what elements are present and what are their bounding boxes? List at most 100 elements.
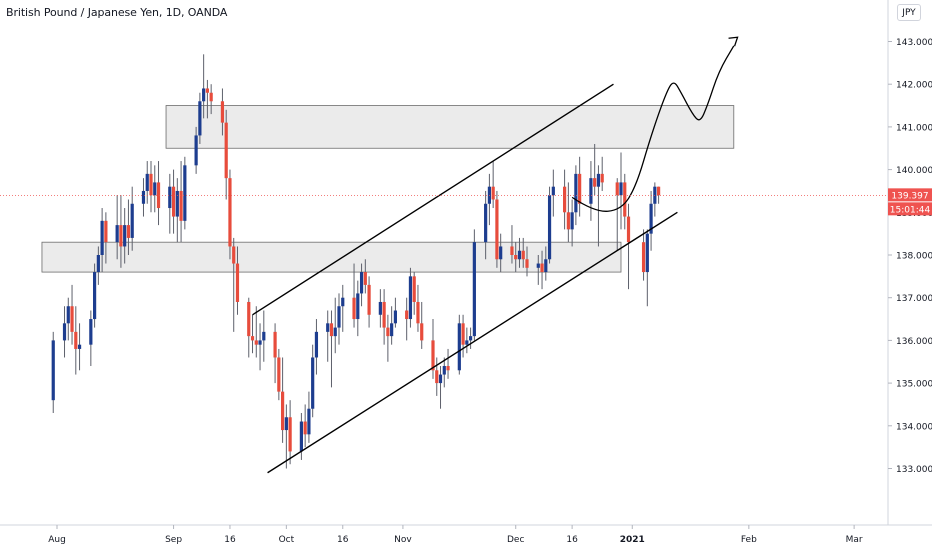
time-tick-label: Sep — [165, 535, 182, 545]
candles-layer — [51, 54, 661, 469]
time-tick-label: 16 — [337, 535, 349, 545]
candle-body — [525, 259, 529, 268]
candle-body — [446, 366, 450, 371]
candle-body — [262, 331, 266, 341]
candle-body — [123, 225, 127, 247]
candle — [220, 88, 225, 136]
candle — [356, 280, 360, 337]
candle — [574, 165, 578, 226]
candle — [115, 195, 119, 260]
time-axis[interactable]: Aug Sep 16 Oct 16 Nov Dec 16 2021 Feb Mar — [48, 525, 863, 545]
candle-body — [202, 88, 206, 102]
candle — [510, 225, 514, 264]
candle-body — [277, 357, 281, 392]
candle — [420, 301, 424, 349]
candle — [442, 357, 446, 388]
candle — [649, 190, 653, 251]
time-tick-label: Feb — [741, 535, 757, 545]
currency-button[interactable]: JPY — [897, 4, 921, 21]
price-tick-label: 134.000 — [896, 422, 932, 432]
resistance-zone[interactable] — [165, 105, 735, 149]
candle-body — [623, 182, 627, 217]
candle-body — [574, 173, 578, 213]
candle — [438, 366, 443, 409]
candle-body — [563, 186, 567, 213]
price-tick-label: 135.000 — [896, 380, 932, 390]
candle — [416, 284, 420, 332]
candle-body — [386, 327, 390, 337]
candle — [205, 79, 209, 119]
candle-body — [183, 165, 187, 221]
candle-body — [566, 212, 570, 230]
candle-body — [156, 182, 161, 209]
channel-lower-line[interactable] — [267, 211, 678, 474]
last-price-label: 139.397 — [891, 191, 928, 201]
candle — [615, 178, 619, 251]
candle — [62, 306, 67, 358]
candle-body — [96, 255, 100, 273]
candle — [431, 319, 435, 379]
candle-body — [194, 135, 198, 166]
time-tick-label: 2021 — [620, 535, 645, 545]
candle-body — [356, 293, 360, 320]
time-tick-label: Nov — [394, 535, 412, 545]
candle-body — [514, 255, 518, 260]
symbol-title[interactable]: British Pound / Japanese Yen, 1D, OANDA — [6, 6, 228, 19]
candle — [337, 293, 341, 345]
candle — [104, 212, 108, 264]
candle-body — [149, 173, 153, 196]
candle-body — [544, 259, 548, 273]
price-tick-label: 143.000 — [896, 38, 932, 48]
candle — [179, 161, 183, 243]
candle-body — [469, 336, 473, 341]
candle-body — [175, 190, 179, 217]
candle-body — [130, 203, 134, 238]
time-tick-label: Mar — [846, 535, 863, 545]
candle — [341, 284, 345, 332]
candle — [578, 156, 582, 217]
candle — [499, 233, 503, 273]
candle-body — [367, 284, 371, 315]
candle-body — [431, 340, 435, 371]
channel-upper-line[interactable] — [252, 83, 614, 316]
candle-body — [341, 297, 345, 307]
candle-body — [281, 391, 285, 431]
price-axis[interactable]: 133.000 134.000 135.000 136.000 137.000 138.0… — [888, 38, 932, 475]
candle — [74, 306, 78, 375]
candle-body — [258, 340, 262, 345]
candle-body — [378, 301, 382, 315]
candle — [171, 169, 176, 234]
last-price-label-bg — [888, 188, 932, 202]
candle — [333, 297, 337, 354]
candle — [288, 400, 292, 465]
candle-body — [74, 331, 78, 349]
candle-body — [641, 242, 646, 273]
candle-body — [408, 276, 413, 320]
candle-body — [179, 190, 183, 221]
candle — [307, 391, 311, 443]
candle — [469, 327, 473, 349]
candle-body — [626, 216, 631, 243]
candle-body — [521, 250, 525, 260]
price-tick-label: 138.000 — [896, 252, 932, 262]
projection-path[interactable] — [571, 45, 735, 212]
candle-body — [284, 417, 288, 431]
candle-body — [578, 173, 582, 204]
candle — [149, 161, 153, 213]
candle — [314, 319, 319, 375]
candle — [141, 178, 146, 217]
candle — [359, 263, 364, 307]
time-tick-label: Dec — [507, 535, 524, 545]
candle-body — [126, 225, 131, 238]
candle — [119, 195, 123, 268]
candle-body — [499, 246, 503, 260]
candle-body — [247, 301, 251, 337]
candle-body — [314, 331, 319, 358]
candle-body — [615, 182, 619, 196]
candle — [194, 126, 198, 174]
candle — [495, 190, 499, 268]
candle — [393, 297, 397, 328]
candle — [273, 323, 277, 384]
candle — [250, 314, 255, 354]
